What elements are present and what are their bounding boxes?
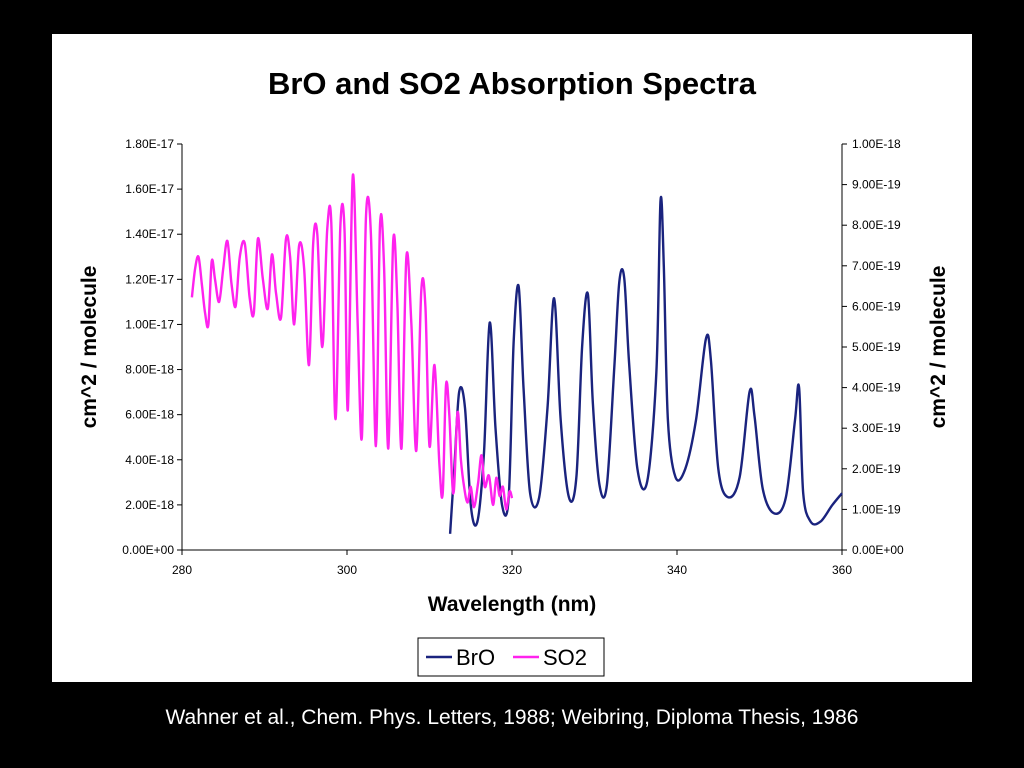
y-left-tick-label: 4.00E-18 xyxy=(125,453,174,467)
x-tick-label: 320 xyxy=(502,563,522,577)
legend-label-bro: BrO xyxy=(456,645,495,670)
y-right-tick-label: 6.00E-19 xyxy=(852,299,901,313)
y-right-tick-label: 9.00E-19 xyxy=(852,178,901,192)
x-tick-label: 300 xyxy=(337,563,357,577)
y-left-tick-label: 1.40E-17 xyxy=(125,227,174,241)
y-right-tick-label: 0.00E+00 xyxy=(852,543,904,557)
y-left-tick-label: 1.60E-17 xyxy=(125,182,174,196)
y-right-tick-label: 1.00E-18 xyxy=(852,137,901,151)
y-right-tick-label: 8.00E-19 xyxy=(852,218,901,232)
y-right-tick-label: 7.00E-19 xyxy=(852,259,901,273)
y-left-ticks: 0.00E+00 2.00E-18 4.00E-18 6.00E-18 8.00E-18… xyxy=(122,137,182,557)
y-left-tick-label: 1.20E-17 xyxy=(125,272,174,286)
y-right-tick-label: 4.00E-19 xyxy=(852,381,901,395)
chart-svg: BrO and SO2 Absorption Spectra 0.00E+002… xyxy=(78,66,950,677)
y-left-tick-label: 1.00E-17 xyxy=(125,317,174,331)
plot-frame xyxy=(181,144,843,551)
y-right-tick-label: 5.00E-19 xyxy=(852,340,901,354)
y-left-tick-label: 0.00E+00 xyxy=(122,543,174,557)
y-left-tick-label: 1.80E-17 xyxy=(125,137,174,151)
legend-label-so2: SO2 xyxy=(543,645,587,670)
x-ticks: 280 300 320 340 360 xyxy=(172,550,852,577)
y-right-tick-label: 3.00E-19 xyxy=(852,421,901,435)
y-left-tick-label: 6.00E-18 xyxy=(125,408,174,422)
x-tick-label: 360 xyxy=(832,563,852,577)
y-right-tick-label: 2.00E-19 xyxy=(852,462,901,476)
y-left-axis-title: cm^2 / molecule xyxy=(78,266,101,429)
chart-title: BrO and SO2 Absorption Spectra xyxy=(268,66,757,101)
y-right-ticks: 0.00E+00 1.00E-19 2.00E-19 3.00E-19 4.00E-19… xyxy=(842,137,904,557)
series-line-so2 xyxy=(190,173,514,511)
x-tick-label: 280 xyxy=(172,563,192,577)
chart-panel: BrO and SO2 Absorption Spectra 0.00E+00 2… xyxy=(52,34,972,682)
y-left-tick-label: 8.00E-18 xyxy=(125,363,174,377)
y-right-axis-title: cm^2 / molecule xyxy=(927,266,950,429)
series-layer xyxy=(190,173,843,534)
legend: BrO SO2 xyxy=(417,637,605,677)
x-tick-label: 340 xyxy=(667,563,687,577)
y-right-tick-label: 1.00E-19 xyxy=(852,502,901,516)
citation-caption: Wahner et al., Chem. Phys. Letters, 1988… xyxy=(165,706,859,729)
y-left-tick-label: 2.00E-18 xyxy=(125,498,174,512)
series-line-bro xyxy=(448,195,843,534)
x-axis-title: Wavelength (nm) xyxy=(428,593,596,616)
